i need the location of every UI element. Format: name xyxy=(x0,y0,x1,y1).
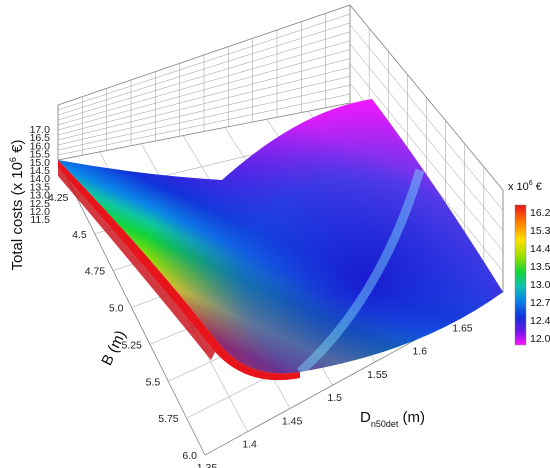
grid-line xyxy=(57,159,206,456)
b-tick-label: 4.75 xyxy=(85,266,106,278)
z-tick-label: 13.5 xyxy=(30,181,51,193)
colorbar-title: x 106 € xyxy=(508,180,542,193)
d-tick-label: 1.4 xyxy=(242,439,257,451)
grid-line xyxy=(349,4,504,191)
z-axis-label: Total costs (x 106 €) xyxy=(8,140,26,271)
z-tick-label: 11.5 xyxy=(30,214,50,226)
colorbar-tick-label: 13.5 xyxy=(530,261,550,273)
z-tick-label: 17.0 xyxy=(30,124,51,136)
z-tick-label: 14.0 xyxy=(30,173,51,185)
d-tick-label: 1.45 xyxy=(282,415,303,427)
b-axis-ticks: 4.25 4.5 4.75 5.0 5.25 5.5 5.75 6.0 xyxy=(48,192,197,462)
d-axis-label: Dn50det (m) xyxy=(360,409,425,429)
colorbar-tick-label: 13.0 xyxy=(530,279,550,291)
z-tick-label: 14.5 xyxy=(30,165,51,177)
d-tick-label: 1.55 xyxy=(367,369,388,381)
grid-line xyxy=(57,84,351,151)
grid-line xyxy=(57,13,351,111)
b-tick-label: 5.75 xyxy=(158,413,179,425)
z-axis-ticks: 17.016.516.015.515.014.514.013.513.012.5… xyxy=(30,124,51,226)
colorbar: x 106 € 16.2 15.3 14.4 13.5 13.0 12.7 12.4 12.0 xyxy=(508,180,550,346)
grid-line xyxy=(57,22,351,116)
grid-line xyxy=(57,67,351,141)
grid-line xyxy=(349,63,504,252)
colorbar-tick-label: 16.2 xyxy=(530,207,550,219)
grid-line xyxy=(57,31,351,121)
z-tick-label: 16.5 xyxy=(30,132,51,144)
b-tick-label: 5.5 xyxy=(146,376,161,388)
grid-line xyxy=(57,49,351,131)
z-tick-label: 15.0 xyxy=(30,157,51,169)
colorbar-tick-label: 15.3 xyxy=(530,225,550,237)
d-tick-label: 1.6 xyxy=(413,346,428,358)
z-tick-label: 12.0 xyxy=(30,206,51,218)
colorbar-tick-label: 12.4 xyxy=(530,315,550,327)
d-tick-label: 1.65 xyxy=(452,322,473,334)
d-axis-ticks: 1.35 1.4 1.45 1.5 1.55 1.6 1.65 xyxy=(197,322,473,468)
b-tick-label: 4.5 xyxy=(72,229,87,241)
grid-line xyxy=(349,24,504,211)
d-tick-label: 1.35 xyxy=(197,462,218,468)
z-tick-label: 13.0 xyxy=(30,190,51,202)
grid-line xyxy=(57,93,351,156)
b-tick-label: 5.0 xyxy=(109,303,124,315)
b-tick-label: 5.25 xyxy=(121,339,142,351)
grid-line xyxy=(57,76,351,146)
b-tick-label: 6.0 xyxy=(182,450,197,462)
d-tick-label: 1.5 xyxy=(327,392,342,404)
colorbar-tick-label: 12.0 xyxy=(530,333,550,345)
grid-line xyxy=(349,44,504,231)
colorbar-tick-label: 12.7 xyxy=(530,297,550,309)
b-tick-label: 4.25 xyxy=(48,192,69,204)
z-tick-label: 16.0 xyxy=(30,140,51,152)
z-tick-label: 12.5 xyxy=(30,198,51,210)
colorbar-gradient xyxy=(514,204,527,346)
grid-line xyxy=(57,40,351,126)
colorbar-ticks: 16.2 15.3 14.4 13.5 13.0 12.7 12.4 12.0 xyxy=(530,207,550,345)
grid-line xyxy=(57,4,351,106)
colorbar-tick-label: 14.4 xyxy=(530,243,550,255)
grid-line xyxy=(57,58,351,136)
z-tick-label: 15.5 xyxy=(30,149,51,161)
grid-line xyxy=(57,102,351,161)
